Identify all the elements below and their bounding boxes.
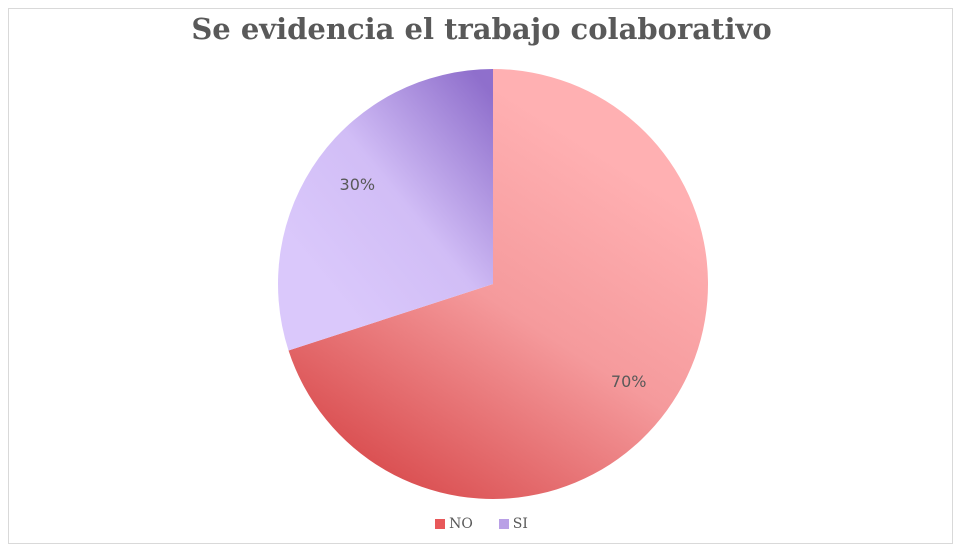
- legend-item-no: NO: [435, 516, 473, 532]
- legend-label-no: NO: [449, 516, 473, 532]
- pie-slice-si: [278, 69, 493, 351]
- chart-title: Se evidencia el trabajo colaborativo: [191, 12, 772, 46]
- legend-swatch-si: [498, 519, 509, 529]
- pie-slice-no: [288, 69, 708, 499]
- legend-swatch-no: [435, 519, 446, 529]
- data-label-si: 30%: [340, 175, 376, 194]
- legend-label-si: SI: [512, 516, 528, 532]
- legend: NO SI: [0, 516, 963, 532]
- data-label-no: 70%: [611, 372, 647, 391]
- legend-item-si: SI: [498, 516, 528, 532]
